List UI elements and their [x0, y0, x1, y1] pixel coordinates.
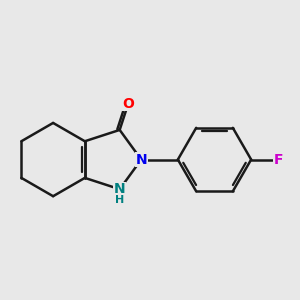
Text: N: N [135, 153, 147, 166]
Text: O: O [122, 97, 134, 111]
Text: N: N [114, 182, 125, 196]
Text: F: F [274, 153, 284, 166]
Text: H: H [115, 195, 124, 205]
